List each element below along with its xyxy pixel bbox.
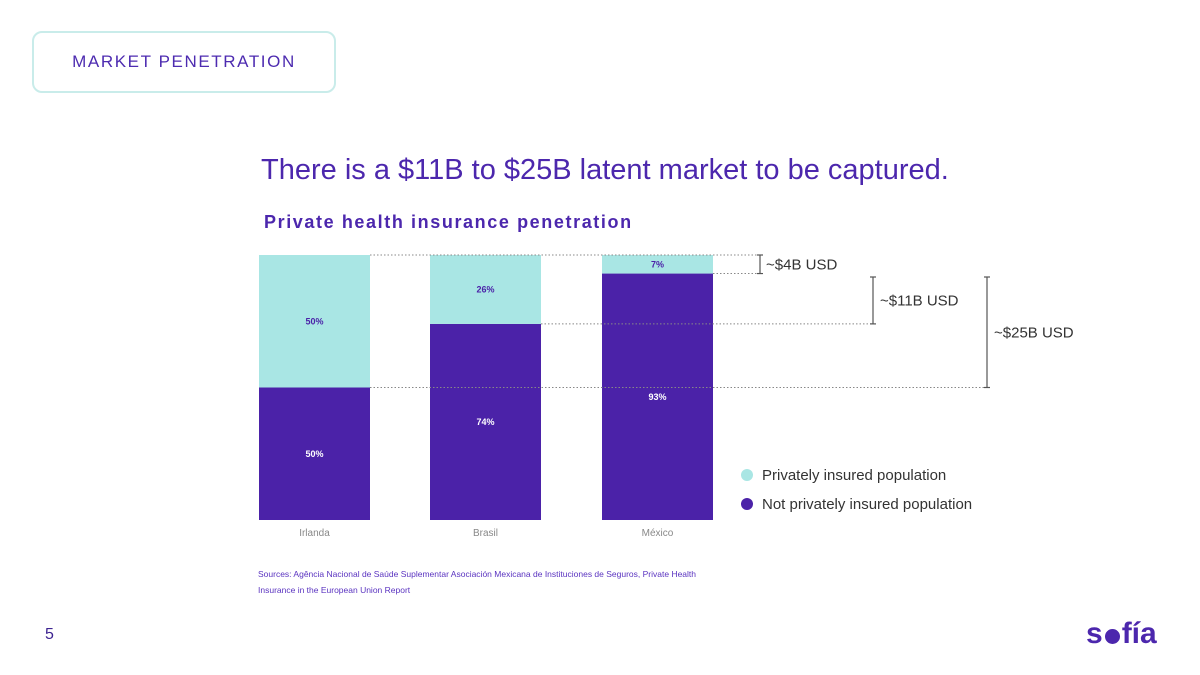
legend-swatch bbox=[741, 469, 753, 481]
data-label-insured: 50% bbox=[305, 316, 323, 326]
legend-swatch bbox=[741, 498, 753, 510]
section-tag: MARKET PENETRATION bbox=[32, 31, 336, 93]
bar-not-insured bbox=[602, 273, 713, 520]
category-label: Irlanda bbox=[299, 528, 330, 539]
category-label: México bbox=[642, 528, 674, 539]
page-number: 5 bbox=[45, 626, 54, 643]
logo-dot-icon bbox=[1104, 629, 1120, 644]
data-label-not-insured: 74% bbox=[476, 417, 494, 427]
data-label-not-insured: 93% bbox=[648, 392, 666, 402]
sources-note: Sources: Agência Nacional de Saúde Suple… bbox=[258, 569, 697, 595]
logo-text-end: fía bbox=[1121, 617, 1157, 650]
section-tag-label: MARKET PENETRATION bbox=[72, 52, 296, 71]
bar-not-insured bbox=[259, 387, 370, 520]
category-label: Brasil bbox=[473, 528, 498, 539]
logo-text-start: s bbox=[1086, 617, 1103, 650]
legend-label: Not privately insured population bbox=[762, 496, 972, 513]
data-label-not-insured: 50% bbox=[305, 449, 323, 459]
bar-not-insured bbox=[430, 323, 541, 520]
headline: There is a $11B to $25B latent market to… bbox=[261, 154, 949, 186]
bar-insured bbox=[602, 255, 713, 274]
annotation-label: ~$25B USD bbox=[994, 324, 1074, 341]
chart-subtitle: Private health insurance penetration bbox=[264, 212, 633, 232]
sofia-logo: s fía bbox=[1086, 617, 1157, 651]
bar-insured bbox=[430, 255, 541, 324]
data-label-insured: 26% bbox=[476, 284, 494, 294]
annotation-label: ~$11B USD bbox=[880, 292, 959, 309]
annotation-label: ~$4B USD bbox=[766, 256, 837, 273]
legend-label: Privately insured population bbox=[762, 467, 946, 484]
bar-insured bbox=[259, 255, 370, 388]
data-label-insured: 7% bbox=[651, 259, 664, 269]
